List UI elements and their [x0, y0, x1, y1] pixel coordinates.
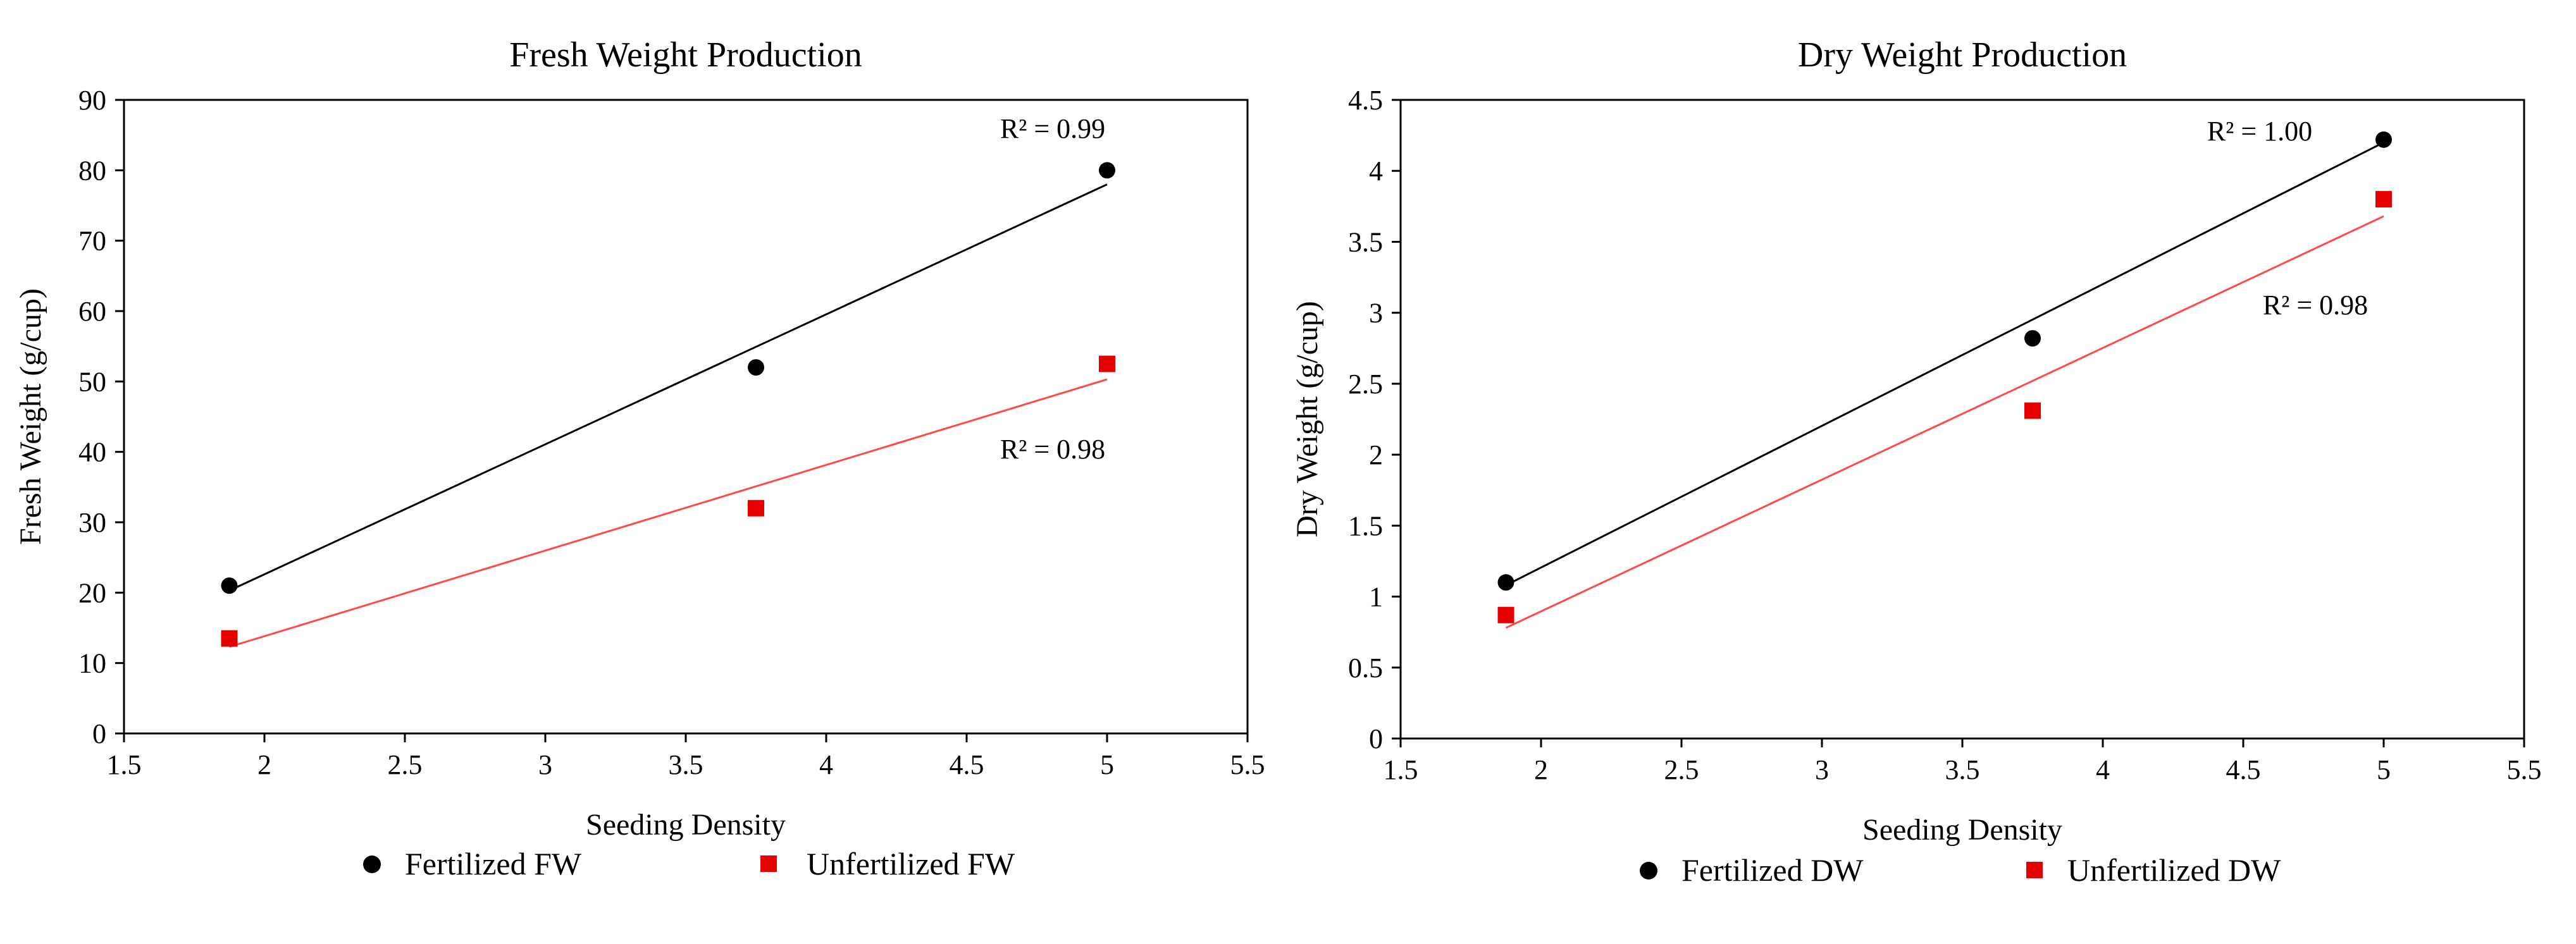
- trendline-unfertilized: [1505, 215, 2384, 629]
- data-point-unfertilized: [221, 630, 238, 647]
- y-tick-label: 60: [78, 296, 106, 327]
- x-axis-label: Seeding Density: [1862, 813, 2062, 847]
- data-points: [221, 162, 1115, 647]
- y-tick-label: 0.5: [1348, 653, 1383, 683]
- x-tick-label: 5.5: [1230, 749, 1265, 780]
- y-tick-label: 10: [78, 648, 106, 679]
- legend-label-fertilized: Fertilized DW: [1681, 852, 1864, 888]
- y-tick-label: 3: [1369, 298, 1383, 329]
- y-tick-label: 0: [92, 718, 106, 749]
- r2-label-fertilized: R² = 0.99: [1000, 113, 1105, 144]
- y-tick-label: 2.5: [1348, 369, 1383, 400]
- r2-label-fertilized: R² = 1.00: [2207, 116, 2312, 147]
- r2-annotations: R² = 0.99 R² = 0.98: [1000, 113, 1105, 465]
- legend: Fertilized FW Unfertilized FW: [363, 846, 1015, 881]
- data-point-fertilized: [1099, 162, 1115, 179]
- x-axis-ticks: 1.5 2 2.5 3 3.5 4 4.5 5 5.5: [107, 733, 1265, 780]
- x-tick-label: 4: [2096, 754, 2110, 785]
- plot-area-frame: [123, 99, 1249, 735]
- y-axis-ticks: 0 0.5 1 1.5 2 2.5 3 3.5 4 4.5: [1348, 85, 1401, 754]
- x-tick-label: 2: [257, 749, 271, 780]
- trendline-unfertilized: [229, 378, 1108, 648]
- legend-label-fertilized: Fertilized FW: [405, 846, 582, 881]
- x-tick-label: 5: [2377, 754, 2391, 785]
- legend-marker-fertilized: [1640, 862, 1657, 880]
- r2-label-unfertilized: R² = 0.98: [1000, 434, 1105, 465]
- trendlines: [1505, 141, 2384, 629]
- x-axis-ticks: 1.5 2 2.5 3 3.5 4 4.5 5 5.5: [1384, 739, 2542, 785]
- x-tick-label: 4.5: [2226, 754, 2261, 785]
- x-tick-label: 1.5: [1384, 754, 1418, 785]
- data-point-fertilized: [1497, 574, 1514, 591]
- y-tick-label: 50: [78, 366, 106, 397]
- data-points: [1497, 131, 2392, 623]
- x-tick-label: 5.5: [2507, 754, 2542, 785]
- dry-weight-chart: Dry Weight Production 1.5 2 2.5 3 3.5 4 4.5 5 5.…: [1291, 35, 2542, 888]
- y-tick-label: 1: [1369, 582, 1383, 613]
- plot-area-frame: [1399, 99, 2525, 740]
- trendline-fertilized: [1505, 141, 2384, 586]
- x-tick-label: 2.5: [388, 749, 423, 780]
- y-tick-label: 0: [1369, 723, 1383, 754]
- legend-label-unfertilized: Unfertilized FW: [807, 846, 1015, 881]
- data-point-unfertilized: [1099, 355, 1115, 372]
- legend-marker-unfertilized: [760, 855, 777, 872]
- legend-marker-fertilized: [363, 855, 381, 873]
- data-point-fertilized: [2375, 131, 2392, 148]
- x-tick-label: 2: [1534, 754, 1548, 785]
- x-tick-label: 3.5: [1945, 754, 1980, 785]
- y-axis-ticks: 0 10 20 30 40 50 60 70 80 90: [78, 85, 124, 749]
- x-tick-label: 5: [1100, 749, 1114, 780]
- y-tick-label: 70: [78, 226, 106, 257]
- y-tick-label: 40: [78, 437, 106, 468]
- x-axis-label: Seeding Density: [586, 808, 786, 842]
- x-tick-label: 3: [538, 749, 552, 780]
- data-point-unfertilized: [2375, 191, 2392, 208]
- y-tick-label: 90: [78, 85, 106, 116]
- y-tick-label: 4: [1369, 156, 1383, 187]
- y-tick-label: 4.5: [1348, 85, 1383, 116]
- data-point-fertilized: [2024, 330, 2041, 347]
- y-tick-label: 3.5: [1348, 226, 1383, 257]
- legend-label-unfertilized: Unfertilized DW: [2067, 852, 2281, 888]
- chart-title: Fresh Weight Production: [509, 35, 862, 75]
- y-axis-label: Fresh Weight (g/cup): [14, 288, 47, 545]
- x-tick-label: 4: [819, 749, 833, 780]
- data-point-fertilized: [748, 359, 764, 376]
- data-point-unfertilized: [1497, 606, 1514, 623]
- x-tick-label: 4.5: [950, 749, 984, 780]
- r2-annotations: R² = 1.00 R² = 0.98: [2207, 116, 2368, 321]
- x-tick-label: 3: [1815, 754, 1829, 785]
- trendlines: [228, 183, 1108, 648]
- x-tick-label: 3.5: [669, 749, 703, 780]
- trendline-fertilized: [228, 183, 1108, 592]
- x-tick-label: 1.5: [107, 749, 142, 780]
- chart-title: Dry Weight Production: [1798, 35, 2127, 75]
- y-tick-label: 30: [78, 507, 106, 538]
- y-tick-label: 1.5: [1348, 510, 1383, 541]
- x-tick-label: 2.5: [1664, 754, 1699, 785]
- y-tick-label: 20: [78, 577, 106, 608]
- y-axis-label: Dry Weight (g/cup): [1291, 301, 1324, 537]
- r2-label-unfertilized: R² = 0.98: [2263, 290, 2368, 321]
- y-tick-label: 2: [1369, 439, 1383, 470]
- data-point-fertilized: [221, 577, 238, 594]
- data-point-unfertilized: [2024, 402, 2041, 419]
- legend-marker-unfertilized: [2026, 862, 2043, 878]
- legend: Fertilized DW Unfertilized DW: [1640, 852, 2281, 888]
- fresh-weight-chart: Fresh Weight Production 1.5 2 2.5 3 3.5 4 4.5 5…: [14, 35, 1265, 881]
- data-point-unfertilized: [748, 500, 764, 517]
- y-tick-label: 80: [78, 155, 106, 186]
